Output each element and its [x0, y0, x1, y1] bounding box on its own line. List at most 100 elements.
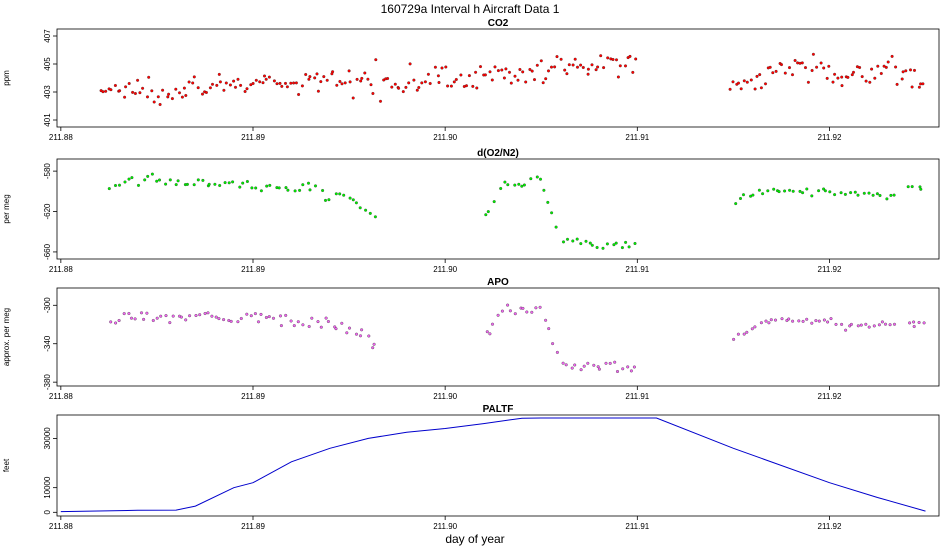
- data-point-co2: [606, 56, 610, 60]
- data-point-co2: [840, 84, 844, 88]
- data-point-apo: [629, 369, 633, 373]
- data-point-co2: [118, 89, 122, 93]
- data-point-co2: [804, 66, 808, 70]
- data-point-co2: [275, 82, 279, 86]
- data-point-co2: [347, 69, 351, 73]
- data-point-apo: [530, 310, 534, 314]
- data-point-co2: [390, 85, 394, 89]
- data-point-co2: [187, 80, 191, 84]
- data-point-do2n2: [174, 183, 178, 187]
- y-tick-label-co2: 401: [43, 113, 52, 127]
- data-point-co2: [393, 82, 397, 86]
- data-point-do2n2: [155, 179, 159, 183]
- data-point-co2: [768, 65, 772, 69]
- data-point-do2n2: [520, 184, 524, 188]
- data-point-apo: [626, 365, 630, 369]
- data-point-do2n2: [265, 184, 269, 188]
- panel-co2: CO2 211.88 211.89 211.90 211.91 211.92 401 403 4…: [2, 18, 940, 142]
- data-point-do2n2: [286, 188, 290, 192]
- data-point-do2n2: [313, 184, 317, 188]
- data-point-co2: [559, 57, 563, 61]
- plot-frame-paltf: [56, 414, 940, 517]
- data-point-co2: [904, 69, 908, 73]
- data-point-co2: [831, 80, 835, 84]
- data-point-do2n2: [919, 187, 923, 191]
- x-tick-label-co2: 211.92: [818, 133, 842, 142]
- data-point-co2: [780, 63, 784, 67]
- data-point-do2n2: [213, 182, 217, 186]
- data-point-co2: [475, 86, 479, 90]
- data-point-do2n2: [364, 208, 368, 212]
- data-point-co2: [749, 78, 753, 82]
- data-point-do2n2: [284, 186, 288, 190]
- data-point-co2: [386, 77, 390, 81]
- x-tick-label-apo: 211.92: [818, 392, 842, 401]
- x-tick-label-paltf: 211.89: [241, 522, 265, 531]
- x-tick-label-apo: 211.90: [433, 392, 457, 401]
- data-point-do2n2: [788, 188, 792, 192]
- x-tick-label-do2n2: 211.90: [433, 265, 457, 274]
- data-point-do2n2: [554, 225, 558, 229]
- data-point-do2n2: [127, 177, 131, 181]
- data-point-co2: [493, 65, 497, 69]
- data-point-apo: [912, 324, 916, 328]
- data-point-co2: [426, 72, 430, 76]
- data-point-co2: [245, 87, 249, 91]
- data-point-co2: [338, 80, 342, 84]
- data-point-do2n2: [571, 239, 575, 243]
- data-point-do2n2: [833, 193, 837, 197]
- data-point-co2: [397, 86, 401, 90]
- series-segment-apo: [908, 320, 926, 328]
- data-point-apo: [801, 319, 805, 323]
- data-point-co2: [541, 81, 545, 85]
- data-point-co2: [331, 70, 335, 74]
- data-point-do2n2: [546, 200, 550, 204]
- data-point-co2: [634, 57, 638, 61]
- data-point-do2n2: [590, 243, 594, 247]
- data-point-do2n2: [871, 193, 875, 197]
- data-point-co2: [467, 74, 471, 78]
- data-point-apo: [759, 321, 763, 325]
- y-axis-label-co2: ppm: [2, 70, 11, 86]
- data-point-do2n2: [805, 187, 809, 191]
- data-point-co2: [196, 86, 200, 90]
- data-point-co2: [868, 80, 872, 84]
- data-point-co2: [764, 82, 768, 86]
- data-point-co2: [858, 66, 862, 70]
- data-point-do2n2: [238, 185, 242, 189]
- data-point-co2: [917, 85, 921, 89]
- data-point-co2: [474, 70, 478, 74]
- data-point-co2: [446, 84, 450, 88]
- data-point-apo: [912, 320, 916, 324]
- data-point-co2: [224, 81, 228, 85]
- data-point-do2n2: [503, 180, 507, 184]
- data-point-do2n2: [522, 183, 526, 187]
- data-point-apo: [534, 306, 538, 310]
- data-point-do2n2: [351, 198, 355, 202]
- data-point-co2: [113, 84, 117, 88]
- data-point-apo: [810, 321, 814, 325]
- data-point-do2n2: [231, 180, 235, 184]
- data-point-co2: [415, 88, 419, 92]
- data-point-apo: [259, 312, 263, 316]
- data-point-apo: [547, 327, 551, 331]
- data-point-apo: [555, 350, 559, 354]
- data-point-do2n2: [839, 191, 843, 195]
- data-point-apo: [604, 361, 608, 365]
- data-point-apo: [570, 366, 574, 370]
- data-point-co2: [819, 61, 823, 65]
- data-point-apo: [582, 364, 586, 368]
- data-point-do2n2: [348, 196, 352, 200]
- data-point-do2n2: [614, 241, 618, 245]
- data-point-co2: [300, 84, 304, 88]
- data-point-do2n2: [223, 181, 227, 185]
- x-tick-label-co2: 211.90: [433, 133, 457, 142]
- data-point-apo: [791, 319, 795, 323]
- data-point-co2: [369, 83, 373, 87]
- data-point-apo: [245, 312, 249, 316]
- panels: CO2 211.88 211.89 211.90 211.91 211.92 401 403 4…: [2, 18, 940, 531]
- data-point-co2: [611, 58, 615, 62]
- data-point-co2: [774, 69, 778, 73]
- data-point-do2n2: [828, 190, 832, 194]
- data-point-do2n2: [742, 193, 746, 197]
